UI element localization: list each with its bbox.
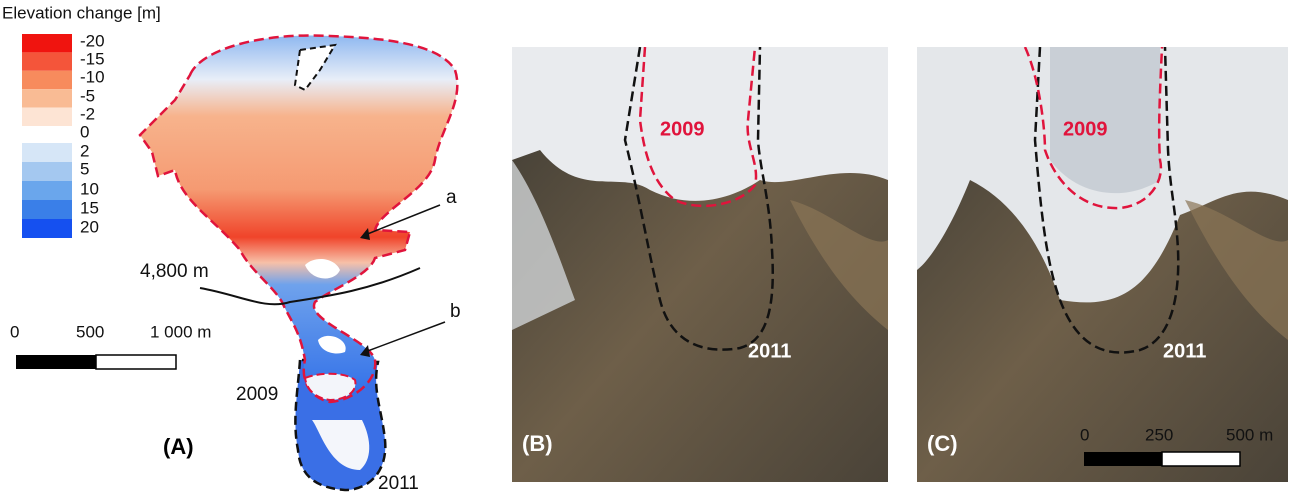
annotation-marker <box>360 345 370 357</box>
legend: Elevation change [m] -20 -15 -10 -5 -2 0… <box>2 3 161 238</box>
outline-label: 2009 <box>1063 118 1108 140</box>
legend-label: 20 <box>80 217 99 236</box>
legend-swatch <box>22 219 72 238</box>
legend-swatch <box>22 70 72 90</box>
scale-bar: 0 500 1 000 m <box>10 322 211 370</box>
legend-label: -10 <box>80 67 105 86</box>
legend-label: 2 <box>80 141 89 160</box>
annotation-marker <box>360 228 370 240</box>
legend-swatch <box>22 107 72 126</box>
legend-label: -5 <box>80 86 95 105</box>
outline-label: 2011 <box>378 473 419 493</box>
outline-label: 2009 <box>660 118 705 140</box>
nunatak <box>293 43 337 92</box>
scale-bar: 0 250 500 m <box>1080 425 1273 467</box>
photo-2009 <box>512 47 888 482</box>
legend-swatch <box>22 34 72 53</box>
legend-swatch <box>22 143 72 162</box>
scale-label: 0 <box>10 322 19 341</box>
legend-label: 10 <box>80 179 99 198</box>
annotation-leader <box>364 321 446 353</box>
panel-label: (C) <box>927 431 958 456</box>
scale-label: 250 <box>1145 425 1173 444</box>
legend-title: Elevation change [m] <box>2 3 161 22</box>
annotation: a <box>446 187 457 208</box>
legend-swatch <box>22 52 72 71</box>
legend-label: 0 <box>80 122 89 141</box>
scale-segment <box>1084 452 1162 466</box>
panel-label: (A) <box>163 434 194 459</box>
glacier-2009 <box>138 34 459 404</box>
legend-swatch <box>22 200 72 219</box>
panel-label: (B) <box>522 431 553 456</box>
legend-swatch <box>22 181 72 200</box>
scale-label: 500 m <box>1226 425 1273 444</box>
scale-segment <box>16 355 96 369</box>
elevation-map: 4,800 m a b 2009 2011 (A) <box>138 34 461 493</box>
scale-segment <box>1161 451 1241 467</box>
no-data-patch <box>305 258 346 354</box>
annotation-leader <box>364 204 441 236</box>
no-data-patch <box>312 420 370 470</box>
annotation: b <box>450 301 461 322</box>
outline-label: 2009 <box>236 384 278 405</box>
scale-label: 1 000 m <box>150 322 211 341</box>
legend-label: -15 <box>80 49 105 68</box>
scale-segment <box>95 354 177 370</box>
legend-label: -20 <box>80 31 105 50</box>
scale-label: 0 <box>1080 425 1089 444</box>
legend-swatch <box>22 162 72 181</box>
no-data-patch <box>303 372 357 402</box>
contour-label: 4,800 m <box>140 261 209 282</box>
legend-label: 15 <box>80 198 99 217</box>
outline-label: 2011 <box>748 340 791 362</box>
photo-2011 <box>917 47 1288 482</box>
scale-label: 500 <box>76 322 104 341</box>
contour-line <box>199 267 421 306</box>
legend-swatch <box>22 89 72 108</box>
legend-label: -2 <box>80 104 95 123</box>
legend-label: 5 <box>80 159 89 178</box>
outline-label: 2011 <box>1163 340 1206 362</box>
